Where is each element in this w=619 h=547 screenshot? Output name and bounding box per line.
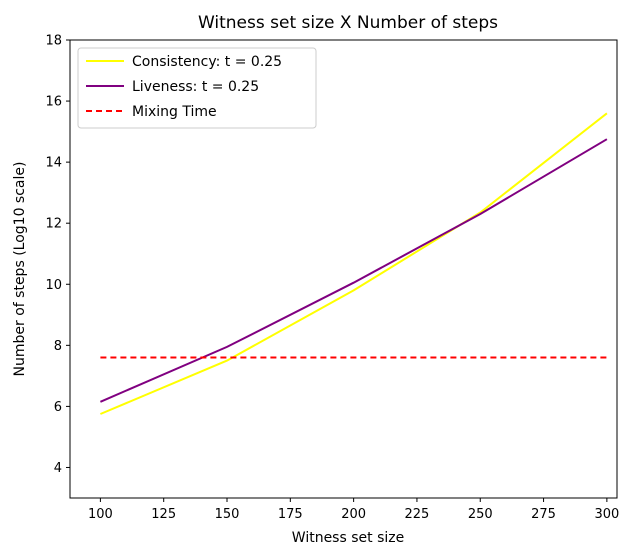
series-line-1: [100, 138, 608, 403]
y-tick-label: 4: [54, 461, 62, 476]
y-tick-label: 6: [54, 400, 62, 415]
x-tick-label: 175: [278, 507, 303, 522]
x-tick-label: 150: [215, 507, 240, 522]
x-tick-label: 100: [88, 507, 113, 522]
legend-label-2: Mixing Time: [132, 104, 217, 120]
x-axis: 100 125 150 175 200 225 250 275 300: [88, 498, 619, 522]
x-tick-label: 200: [341, 507, 366, 522]
legend-box: [77, 47, 317, 129]
x-tick-label: 250: [468, 507, 493, 522]
y-tick-label: 14: [45, 156, 62, 171]
y-tick-label: 8: [54, 339, 62, 354]
y-tick-label: 18: [45, 34, 62, 49]
y-axis: 4 6 8 10 12 14 16 18: [45, 34, 70, 476]
x-tick-label: 300: [594, 507, 619, 522]
legend: Consistency: t = 0.25 Liveness: t = 0.25 M…: [77, 47, 317, 129]
x-axis-title: Witness set size: [292, 530, 404, 546]
x-tick-label: 125: [151, 507, 176, 522]
x-tick-label: 275: [531, 507, 556, 522]
legend-label-0: Consistency: t = 0.25: [132, 54, 282, 70]
y-tick-label: 16: [45, 95, 62, 110]
chart-title: Witness set size X Number of steps: [198, 13, 498, 33]
plot-frame: [69, 39, 618, 499]
x-tick-label: 225: [405, 507, 430, 522]
legend-label-1: Liveness: t = 0.25: [132, 79, 259, 95]
y-tick-label: 10: [45, 278, 62, 293]
y-tick-label: 12: [45, 217, 62, 232]
series-line-0: [100, 112, 608, 415]
y-axis-title: Number of steps (Log10 scale): [12, 162, 28, 377]
series-layer: [100, 112, 608, 415]
